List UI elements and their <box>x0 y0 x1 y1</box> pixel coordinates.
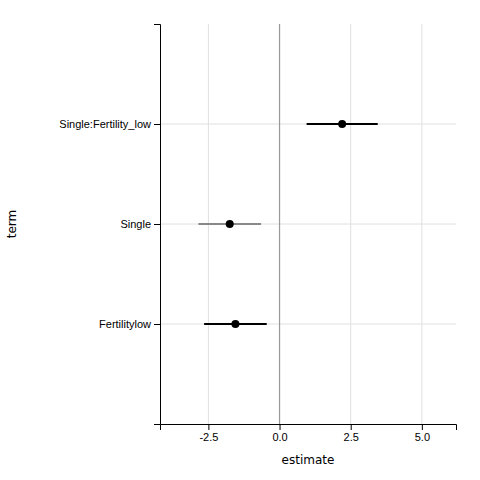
y-tick-label: Single <box>120 218 151 230</box>
x-tick-label: 5.0 <box>415 431 430 443</box>
x-axis-title: estimate <box>282 453 335 467</box>
x-axis: -2.5 0.0 2.5 5.0 <box>161 424 457 443</box>
chart-container: -2.5 0.0 2.5 5.0 Fertilitylow Single Single:Fe… <box>0 0 480 480</box>
estimate-point <box>231 320 239 328</box>
grid-line-y <box>160 224 456 225</box>
y-axis: Fertilitylow Single Single:Fertility_low <box>59 25 160 425</box>
y-tick: Fertilitylow <box>99 318 160 330</box>
x-tick-label: 2.5 <box>344 431 359 443</box>
estimate-point <box>338 120 346 128</box>
y-tick-label: Fertilitylow <box>99 318 151 330</box>
x-tick-mark <box>422 424 423 430</box>
x-tick: 5.0 <box>415 424 430 443</box>
y-tick-mark <box>154 224 160 225</box>
plot-area: -2.5 0.0 2.5 5.0 Fertilitylow Single Single:Fe… <box>5 24 457 467</box>
y-axis-line <box>154 25 161 425</box>
y-tick: Single <box>120 218 160 230</box>
x-tick-label: 0.0 <box>272 431 287 443</box>
x-axis-line <box>161 425 457 431</box>
y-axis-title: term <box>5 210 19 239</box>
grid <box>160 24 456 424</box>
y-tick-mark <box>154 124 160 125</box>
x-tick: -2.5 <box>199 424 218 443</box>
x-tick-mark <box>351 424 352 430</box>
estimate-point <box>226 220 234 228</box>
marks <box>198 24 377 424</box>
grid-line-y <box>160 324 456 325</box>
x-tick: 2.5 <box>344 424 359 443</box>
reference-line <box>279 24 280 424</box>
chart: -2.5 0.0 2.5 5.0 Fertilitylow Single Single:Fe… <box>0 0 480 480</box>
y-tick: Single:Fertility_low <box>59 118 160 130</box>
x-tick-mark <box>208 424 209 430</box>
x-tick: 0.0 <box>272 424 287 443</box>
grid-line-y <box>160 124 456 125</box>
y-tick-mark <box>154 324 160 325</box>
x-tick-label: -2.5 <box>199 431 218 443</box>
x-tick-mark <box>280 424 281 430</box>
y-tick-label: Single:Fertility_low <box>59 118 151 130</box>
grid-line-x <box>279 24 280 424</box>
